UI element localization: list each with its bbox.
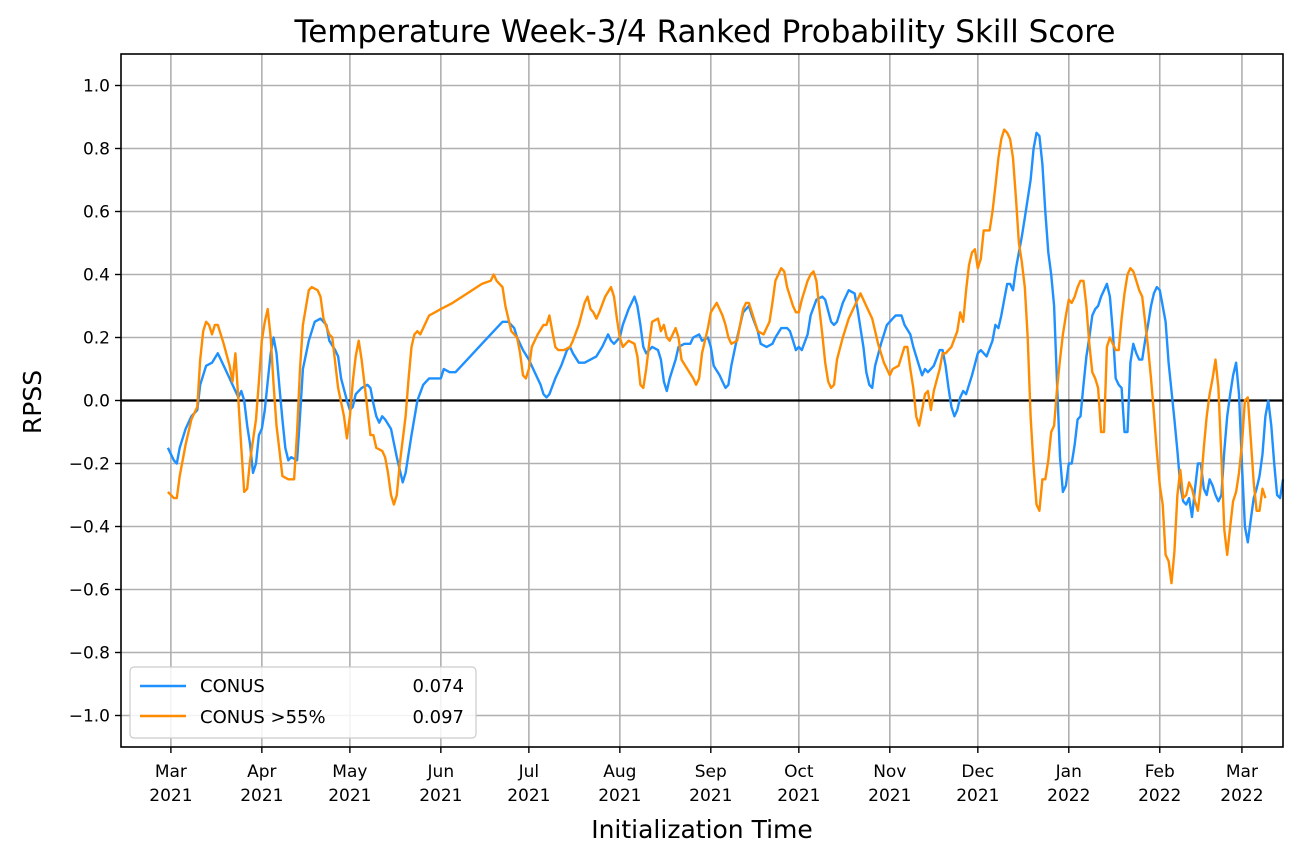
x-tick-label-year: 2021 — [598, 786, 641, 806]
x-tick-label-year: 2021 — [689, 786, 732, 806]
legend-label-conus-55: CONUS >55% — [200, 707, 326, 728]
legend: CONUS 0.074 CONUS >55% 0.097 — [129, 666, 477, 739]
y-tick-label: −0.4 — [69, 518, 110, 538]
x-tick-label-year: 2021 — [868, 786, 911, 806]
x-tick-label-year: 2021 — [328, 786, 371, 806]
x-tick-label-month: Jun — [427, 762, 455, 782]
y-tick-label: 0.4 — [83, 266, 110, 286]
x-tick-label-month: Mar — [1226, 762, 1258, 782]
x-tick-label-month: Feb — [1145, 762, 1175, 782]
legend-score-conus: 0.074 — [412, 676, 464, 697]
series-layer — [166, 128, 1285, 585]
series-line-1 — [167, 128, 1267, 585]
y-tick-label: −0.6 — [69, 581, 110, 601]
y-tick-label: 0.0 — [83, 392, 110, 412]
y-tick-label: 0.2 — [83, 329, 110, 349]
x-tick-label-month: Oct — [784, 762, 814, 782]
y-tick-label: −0.8 — [69, 644, 110, 664]
y-tick-label: 0.6 — [83, 203, 110, 223]
x-tick-label-month: Dec — [961, 762, 994, 782]
x-tick-label-month: May — [332, 762, 367, 782]
legend-score-conus-55: 0.097 — [412, 707, 464, 728]
chart-title: Temperature Week-3/4 Ranked Probability … — [294, 14, 1116, 50]
x-tick-label-month: Sep — [695, 762, 727, 782]
legend-label-conus: CONUS — [200, 676, 265, 697]
y-tick-label: 1.0 — [83, 77, 110, 97]
x-tick-label-year: 2021 — [507, 786, 550, 806]
x-tick-label-year: 2021 — [149, 786, 192, 806]
x-tick-label-year: 2021 — [777, 786, 820, 806]
x-tick-label-month: Nov — [873, 762, 906, 782]
y-axis-ticks: 1.0 0.8 0.6 0.4 0.2 0.0 −0.2 −0.4 −0.6 −0.8 −1.0 — [69, 77, 121, 727]
y-tick-label: 0.8 — [83, 140, 110, 160]
x-axis-ticks: Mar 2021 Apr 2021 May 2021 Jun 2021 Jul 2021 Aug 20… — [149, 747, 1264, 806]
x-tick-label-month: Jul — [518, 762, 540, 782]
x-tick-label-year: 2022 — [1220, 786, 1263, 806]
series-line-0 — [166, 131, 1285, 544]
y-tick-label: −0.2 — [69, 455, 110, 475]
x-tick-label-year: 2022 — [1047, 786, 1090, 806]
x-tick-label-year: 2021 — [240, 786, 283, 806]
y-axis-label: RPSS — [18, 370, 47, 434]
x-tick-label-year: 2021 — [419, 786, 462, 806]
x-tick-label-year: 2022 — [1138, 786, 1181, 806]
legend-box — [129, 666, 477, 739]
x-tick-label-month: Mar — [155, 762, 187, 782]
x-tick-label-month: Apr — [247, 762, 276, 782]
y-tick-label: −1.0 — [69, 707, 110, 727]
x-axis-label: Initialization Time — [591, 815, 813, 844]
x-tick-label-month: Aug — [603, 762, 636, 782]
x-tick-label-year: 2021 — [956, 786, 999, 806]
x-tick-label-month: Jan — [1055, 762, 1082, 782]
